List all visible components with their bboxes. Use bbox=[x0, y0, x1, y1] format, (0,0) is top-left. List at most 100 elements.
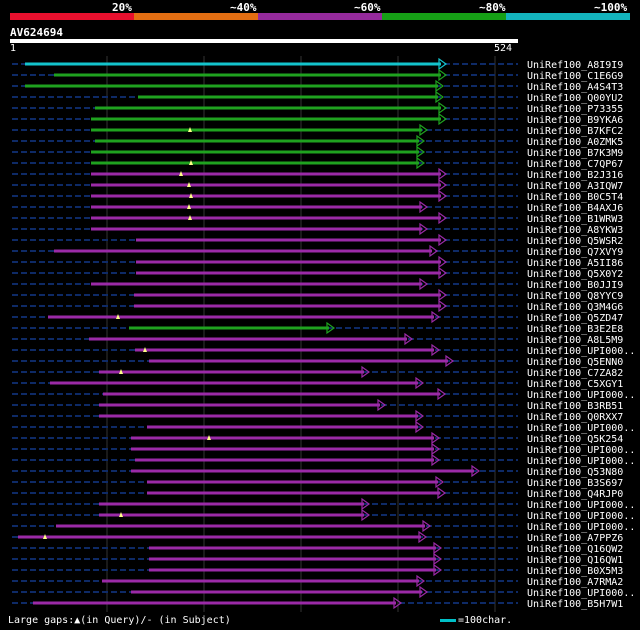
hit-label[interactable]: UniRef100_Q5WSR2 bbox=[527, 236, 623, 247]
hit-label[interactable]: UniRef100_B7KFC2 bbox=[527, 126, 623, 137]
hit-label[interactable]: UniRef100_UPI000.. bbox=[527, 445, 635, 456]
hit-label[interactable]: UniRef100_A3IQW7 bbox=[527, 181, 623, 192]
hit-label[interactable]: UniRef100_UPI000.. bbox=[527, 390, 635, 401]
hit-label[interactable]: UniRef100_Q53N80 bbox=[527, 467, 623, 478]
hit-arrowhead bbox=[445, 354, 455, 368]
hit-label[interactable]: UniRef100_UPI000.. bbox=[527, 456, 635, 467]
hit-label[interactable]: UniRef100_Q5ZD47 bbox=[527, 313, 623, 324]
hit-arrowhead bbox=[435, 79, 445, 93]
hit-label[interactable]: UniRef100_Q0RXX7 bbox=[527, 412, 623, 423]
hit-label[interactable]: UniRef100_UPI000.. bbox=[527, 423, 635, 434]
hit-arrowhead bbox=[438, 68, 448, 82]
query-start: 1 bbox=[10, 43, 17, 54]
legend-color-100 bbox=[506, 13, 630, 20]
hit-label[interactable]: UniRef100_B0JJI9 bbox=[527, 280, 623, 291]
hit-arrowhead bbox=[419, 222, 429, 236]
hit-arrowhead bbox=[416, 145, 426, 159]
hit-arrowhead bbox=[435, 90, 445, 104]
hit-label[interactable]: UniRef100_B5H7W1 bbox=[527, 599, 623, 610]
legend-color-60 bbox=[258, 13, 382, 20]
hit-label[interactable]: UniRef100_UPI000.. bbox=[527, 522, 635, 533]
hit-label[interactable]: UniRef100_B3S697 bbox=[527, 478, 623, 489]
hit-arrowhead bbox=[438, 189, 448, 203]
hit-arrowhead bbox=[361, 508, 371, 522]
hit-label[interactable]: UniRef100_P73355 bbox=[527, 104, 623, 115]
hit-arrowhead bbox=[419, 277, 429, 291]
gap-triangle-icon bbox=[187, 204, 191, 209]
hit-label[interactable]: UniRef100_C5XGY1 bbox=[527, 379, 623, 390]
hit-label[interactable]: UniRef100_C7QP67 bbox=[527, 159, 623, 170]
hit-arrowhead bbox=[416, 156, 426, 170]
hit-label[interactable]: UniRef100_Q5ENN0 bbox=[527, 357, 623, 368]
hit-arrowhead bbox=[433, 563, 443, 577]
hit-label[interactable]: UniRef100_B3RB51 bbox=[527, 401, 623, 412]
hit-arrowhead bbox=[431, 442, 441, 456]
hit-arrowhead bbox=[404, 332, 414, 346]
hit-arrowhead bbox=[438, 299, 448, 313]
hit-arrowhead bbox=[415, 420, 425, 434]
legend-label-40: ~40% bbox=[230, 1, 257, 14]
hit-arrowhead bbox=[438, 211, 448, 225]
hit-label[interactable]: UniRef100_B7K3M9 bbox=[527, 148, 623, 159]
hit-label[interactable]: UniRef100_B4AXJ6 bbox=[527, 203, 623, 214]
footer-legend: Large gaps:▲(in Query)/- (in Subject) bbox=[8, 615, 231, 626]
hit-arrowhead bbox=[419, 200, 429, 214]
hit-label[interactable]: UniRef100_C7ZA82 bbox=[527, 368, 623, 379]
hit-label[interactable]: UniRef100_B9YKA6 bbox=[527, 115, 623, 126]
legend-label-80: ~80% bbox=[479, 1, 506, 14]
hit-arrowhead bbox=[431, 453, 441, 467]
hit-label[interactable]: UniRef100_UPI000.. bbox=[527, 511, 635, 522]
hit-arrowhead bbox=[361, 365, 371, 379]
hit-label[interactable]: UniRef100_UPI000.. bbox=[527, 588, 635, 599]
hit-arrowhead bbox=[438, 167, 448, 181]
hit-label[interactable]: UniRef100_A4S4T3 bbox=[527, 82, 623, 93]
hit-arrowhead bbox=[326, 321, 336, 335]
hit-label[interactable]: UniRef100_Q4RJP0 bbox=[527, 489, 623, 500]
hit-label[interactable]: UniRef100_A8L5M9 bbox=[527, 335, 623, 346]
hit-label[interactable]: UniRef100_B0C5T4 bbox=[527, 192, 623, 203]
hit-label[interactable]: UniRef100_Q8YYC9 bbox=[527, 291, 623, 302]
hit-label[interactable]: UniRef100_Q00YU2 bbox=[527, 93, 623, 104]
hit-label[interactable]: UniRef100_A7PPZ6 bbox=[527, 533, 623, 544]
hit-label[interactable]: UniRef100_Q5X0Y2 bbox=[527, 269, 623, 280]
scale-bar bbox=[440, 618, 456, 622]
hit-label[interactable]: UniRef100_UPI000.. bbox=[527, 346, 635, 357]
hit-label[interactable]: UniRef100_B2J316 bbox=[527, 170, 623, 181]
gap-triangle-icon bbox=[143, 347, 147, 352]
hit-arrowhead bbox=[438, 288, 448, 302]
hit-label[interactable]: UniRef100_A7RMA2 bbox=[527, 577, 623, 588]
hit-arrowhead bbox=[438, 178, 448, 192]
query-end: 524 bbox=[494, 43, 513, 54]
hit-arrowhead bbox=[361, 497, 371, 511]
hit-arrowhead bbox=[418, 530, 428, 544]
hit-label[interactable]: UniRef100_A8YKW3 bbox=[527, 225, 623, 236]
gap-triangle-icon bbox=[188, 215, 192, 220]
hit-label[interactable]: UniRef100_Q3M4G6 bbox=[527, 302, 623, 313]
gap-triangle-icon bbox=[207, 435, 211, 440]
legend-label-20: 20% bbox=[112, 1, 132, 14]
hit-arrowhead bbox=[471, 464, 481, 478]
hit-label[interactable]: UniRef100_B3E2E8 bbox=[527, 324, 623, 335]
hit-label[interactable]: UniRef100_Q5K254 bbox=[527, 434, 623, 445]
hit-arrowhead bbox=[393, 596, 403, 610]
hit-label[interactable]: UniRef100_A0ZMK5 bbox=[527, 137, 623, 148]
hit-label[interactable]: UniRef100_B1WRW3 bbox=[527, 214, 623, 225]
hit-label[interactable]: UniRef100_UPI000.. bbox=[527, 500, 635, 511]
hit-arrowhead bbox=[415, 409, 425, 423]
legend-color-80 bbox=[382, 13, 506, 20]
hit-label[interactable]: UniRef100_Q16QW1 bbox=[527, 555, 623, 566]
hit-label[interactable]: UniRef100_Q7XVY9 bbox=[527, 247, 623, 258]
hit-label[interactable]: UniRef100_B0X5M3 bbox=[527, 566, 623, 577]
hit-arrowhead bbox=[422, 519, 432, 533]
hit-label[interactable]: UniRef100_Q16QW2 bbox=[527, 544, 623, 555]
gap-triangle-icon bbox=[189, 160, 193, 165]
query-id: AV624694 bbox=[10, 26, 63, 39]
hit-arrowhead bbox=[429, 244, 439, 258]
gap-triangle-icon bbox=[119, 369, 123, 374]
legend-color-20 bbox=[10, 13, 134, 20]
hit-arrowhead bbox=[438, 112, 448, 126]
hit-arrowhead bbox=[377, 398, 387, 412]
hit-label[interactable]: UniRef100_A8I9I9 bbox=[527, 60, 623, 71]
hit-label[interactable]: UniRef100_C1E6G9 bbox=[527, 71, 623, 82]
hit-label[interactable]: UniRef100_A5II86 bbox=[527, 258, 623, 269]
